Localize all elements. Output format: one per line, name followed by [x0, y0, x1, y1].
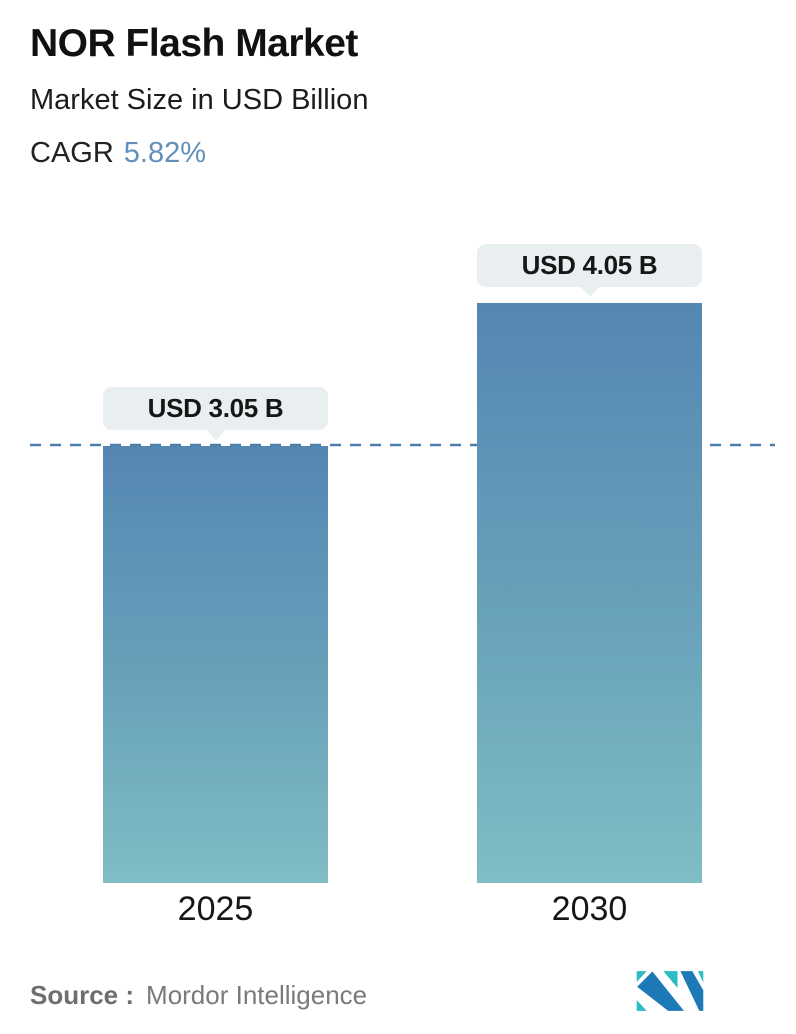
value-label-bubble-2025: USD 3.05 B	[103, 387, 328, 441]
bar-2030[interactable]	[477, 303, 702, 883]
source-label: Source :	[30, 980, 135, 1010]
value-label-2025: USD 3.05 B	[147, 393, 284, 424]
cagr-value: 5.82%	[123, 137, 207, 169]
chart-title: NOR Flash Market	[30, 22, 358, 65]
bubble-pointer	[579, 286, 600, 297]
x-axis-label-2025: 2025	[177, 890, 254, 928]
bar-2025[interactable]	[103, 446, 328, 883]
value-label-2030: USD 4.05 B	[521, 250, 658, 280]
x-axis-label-2030: 2030	[551, 890, 628, 928]
source-value: Mordor Intelligence	[146, 980, 368, 1010]
source-row: Source : Mordor Intelligence	[30, 980, 367, 1011]
bubble-pointer	[205, 429, 226, 441]
chart-subtitle: Market Size in USD Billion	[30, 84, 369, 116]
value-label-bubble-2030: USD 4.05 B	[477, 244, 702, 297]
cagr-label: CAGR	[30, 137, 114, 169]
mordor-intelligence-logo	[636, 970, 704, 1012]
cagr-row: CAGR 5.82%	[30, 137, 206, 170]
